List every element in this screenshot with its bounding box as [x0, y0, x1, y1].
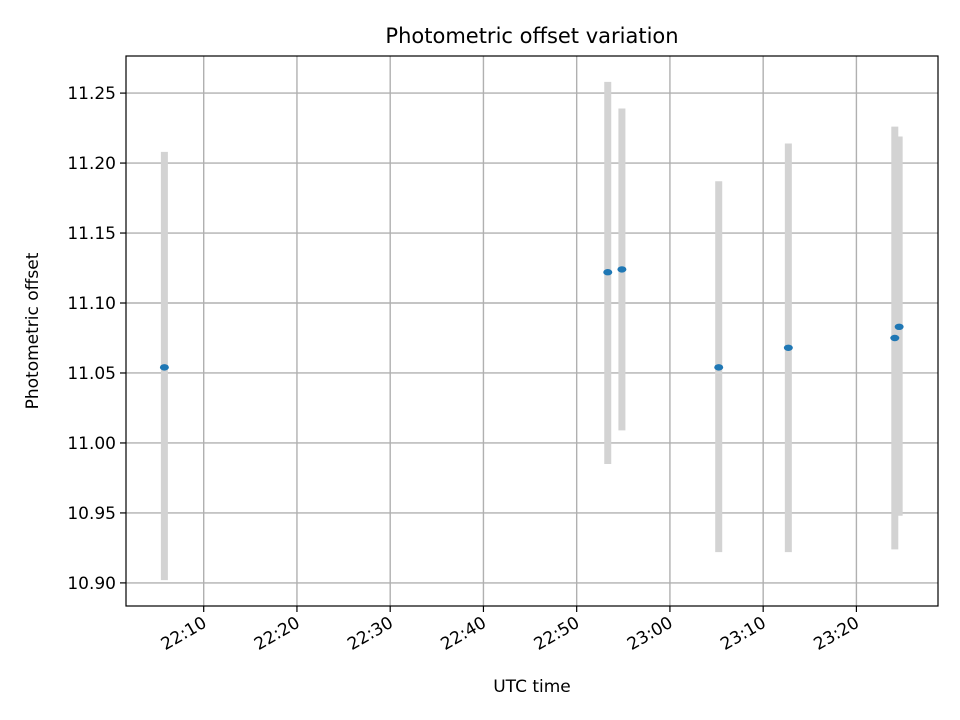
- data-point: [714, 364, 724, 371]
- data-point: [890, 334, 900, 342]
- y-tick-label: 11.10: [67, 294, 116, 314]
- y-tick-label: 11.20: [67, 154, 116, 174]
- chart-title: Photometric offset variation: [385, 24, 678, 48]
- y-tick-label: 11.05: [67, 364, 116, 384]
- data-points: [159, 266, 904, 371]
- x-axis-label: UTC time: [493, 677, 571, 697]
- data-point: [159, 364, 169, 371]
- grid: [126, 56, 938, 606]
- data-point: [894, 323, 904, 331]
- y-tick-label: 11.25: [67, 84, 116, 104]
- y-tick-label: 10.90: [67, 574, 116, 594]
- y-tick-label: 11.00: [67, 434, 116, 454]
- data-point: [617, 266, 627, 273]
- y-tick-label: 10.95: [67, 504, 116, 524]
- y-tick-label: 11.15: [67, 224, 116, 244]
- data-point: [603, 269, 613, 276]
- axes-frame: [125, 55, 939, 607]
- data-point: [783, 344, 793, 351]
- y-axis-label: Photometric offset: [23, 252, 43, 409]
- y-axis-ticks: 10.90 10.95 11.00 11.05 11.10 11.15 11.20 11.25: [67, 84, 126, 594]
